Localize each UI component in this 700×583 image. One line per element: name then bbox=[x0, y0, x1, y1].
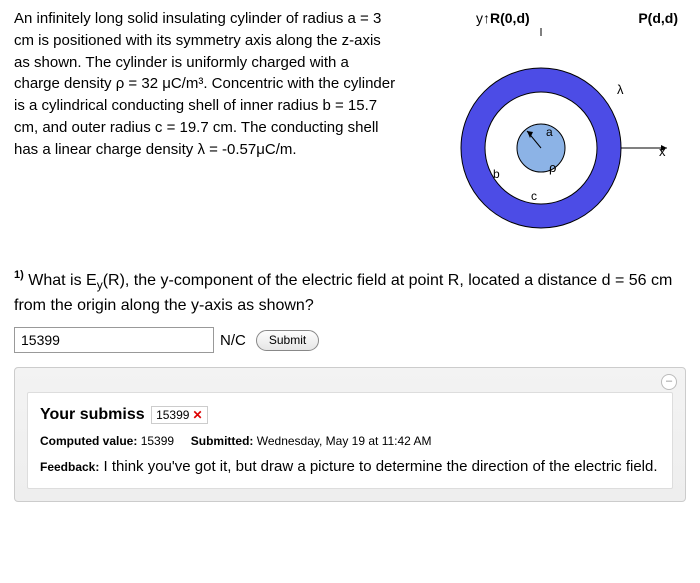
axis-y-label: y↑R(0,d) bbox=[476, 8, 530, 28]
question-number: 1) bbox=[14, 269, 24, 281]
collapse-icon[interactable]: – bbox=[661, 374, 677, 390]
submission-meta: Computed value: 15399 Submitted: Wednesd… bbox=[40, 433, 660, 450]
feedback-text: Feedback: I think you've got it, but dra… bbox=[40, 456, 660, 478]
label-lambda: λ bbox=[617, 82, 624, 97]
feedback-panel: – Your submiss 15399✕ Computed value: 15… bbox=[14, 367, 686, 501]
wrong-icon: ✕ bbox=[192, 408, 202, 422]
cylinder-diagram-svg: a ρ b c λ x bbox=[421, 28, 671, 248]
question-text: What is Ey(R), the y-component of the el… bbox=[14, 272, 672, 315]
label-rho: ρ bbox=[549, 160, 556, 175]
label-a: a bbox=[546, 125, 553, 139]
label-b: b bbox=[493, 167, 500, 181]
diagram: y↑R(0,d) P(d,d) a ρ b c λ x bbox=[406, 8, 686, 248]
label-c: c bbox=[531, 189, 537, 203]
point-R-label: R(0,d) bbox=[490, 10, 530, 26]
answer-input[interactable] bbox=[14, 327, 214, 353]
submit-button[interactable]: Submit bbox=[256, 330, 319, 351]
problem-statement: An infinitely long solid insulating cyli… bbox=[14, 8, 396, 248]
question-1: 1) What is Ey(R), the y-component of the… bbox=[14, 268, 686, 317]
submission-heading: Your submiss 15399✕ bbox=[40, 403, 660, 426]
answer-unit: N/C bbox=[220, 330, 246, 352]
point-P-label: P(d,d) bbox=[638, 8, 678, 28]
rejected-value: 15399✕ bbox=[151, 406, 207, 424]
